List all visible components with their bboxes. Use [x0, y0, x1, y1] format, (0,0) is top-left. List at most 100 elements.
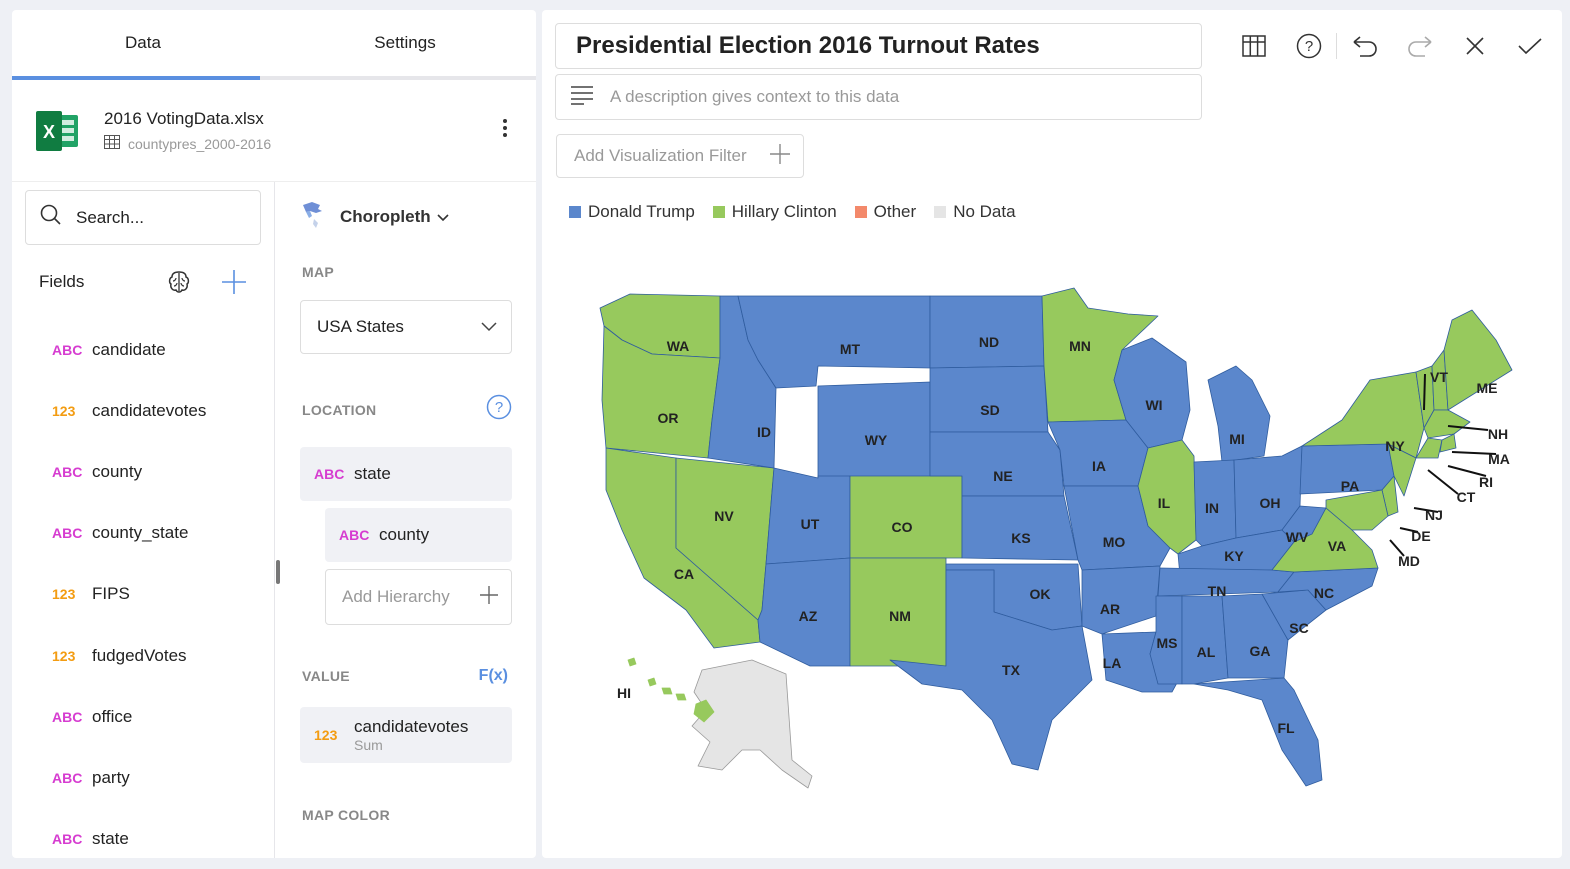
field-type-badge: ABC [52, 525, 83, 542]
state-mt [737, 295, 931, 389]
state-wv [1281, 505, 1327, 543]
legend-item-trump[interactable]: Donald Trump [569, 202, 695, 222]
label-nc: NC [1314, 585, 1334, 601]
description-input[interactable]: A description gives context to this data [555, 74, 1202, 120]
label-pa: PA [1341, 478, 1359, 494]
close-icon [1465, 37, 1484, 55]
viz-type-selector[interactable]: Choropleth [276, 182, 536, 252]
tab-data-label: Data [125, 33, 161, 52]
close-button[interactable] [1447, 28, 1502, 64]
legend-item-no-data[interactable]: No Data [934, 202, 1016, 222]
state-ia [1047, 419, 1149, 487]
field-item-fips[interactable]: 123 FIPS [12, 564, 274, 625]
label-nm: NM [889, 608, 911, 624]
label-oh: OH [1260, 495, 1281, 511]
legend-swatch [854, 206, 867, 218]
label-ga: GA [1250, 643, 1271, 659]
label-ny: NY [1385, 438, 1405, 454]
label-co: CO [892, 519, 913, 535]
leader-ri [1447, 465, 1487, 477]
description-icon [570, 85, 594, 110]
legend-item-clinton[interactable]: Hillary Clinton [712, 202, 837, 222]
field-item-candidate[interactable]: ABC candidate [12, 319, 274, 380]
label-de: DE [1411, 528, 1430, 544]
state-nj [1387, 443, 1417, 497]
help-icon[interactable]: ? [486, 394, 512, 425]
field-item-county[interactable]: ABC county [12, 441, 274, 502]
confirm-button[interactable] [1502, 28, 1557, 64]
value-field-pill[interactable]: 123 candidatevotes Sum [300, 707, 512, 763]
state-me [1443, 309, 1513, 411]
label-ut: UT [801, 516, 820, 532]
field-label: county [92, 461, 143, 481]
undo-icon [1352, 36, 1377, 57]
label-tn: TN [1208, 583, 1227, 599]
label-nv: NV [714, 508, 734, 524]
choropleth-map[interactable]: WA MT ND MN OR ID SD WY WI MI NE IA NV U… [582, 280, 1532, 800]
label-la: LA [1103, 655, 1122, 671]
field-item-county-state[interactable]: ABC county_state [12, 503, 274, 564]
field-type-badge: ABC [52, 831, 83, 848]
field-item-office[interactable]: ABC office [12, 686, 274, 747]
panel-tabs: Data Settings [12, 10, 536, 80]
label-md: MD [1398, 553, 1420, 569]
field-type-badge: ABC [52, 463, 83, 480]
undo-button[interactable] [1337, 28, 1392, 64]
column-splitter-handle[interactable] [276, 560, 280, 584]
svg-text:?: ? [1304, 38, 1312, 55]
leader-vt [1423, 373, 1426, 411]
legend-swatch [712, 206, 725, 218]
data-editor-panel: Data Settings X 2016 VotingData.xlsx cou… [12, 10, 536, 858]
field-item-state[interactable]: ABC state [12, 809, 274, 859]
datasource-row[interactable]: X 2016 VotingData.xlsx countypres_2000-2… [12, 80, 536, 182]
label-ar: AR [1100, 601, 1120, 617]
label-sc: SC [1289, 620, 1308, 636]
tab-settings[interactable]: Settings [274, 10, 536, 76]
location-field-pill[interactable]: ABC state [300, 447, 512, 501]
state-md [1325, 489, 1389, 531]
label-ks: KS [1011, 530, 1030, 546]
field-item-candidatevotes[interactable]: 123 candidatevotes [12, 380, 274, 441]
add-field-icon[interactable] [221, 269, 247, 300]
legend-label: No Data [953, 202, 1016, 221]
field-type-badge: ABC [314, 466, 345, 482]
state-co [849, 475, 963, 559]
redo-button[interactable] [1392, 28, 1447, 64]
visualization-config-column: Choropleth MAP USA States LOCATION ? ABC… [276, 182, 536, 858]
map-color-section-label: MAP COLOR [302, 807, 390, 823]
plus-icon [479, 585, 499, 610]
add-hierarchy-button[interactable]: Add Hierarchy [325, 569, 512, 625]
table-view-button[interactable] [1226, 28, 1281, 64]
map-select-value: USA States [317, 317, 404, 336]
label-ky: KY [1224, 548, 1244, 564]
state-hi-2 [661, 687, 673, 695]
label-ms: MS [1157, 635, 1178, 651]
state-sd [929, 365, 1049, 433]
field-item-fudgedvotes[interactable]: 123 fudgedVotes [12, 625, 274, 686]
more-options-icon[interactable] [502, 118, 508, 141]
value-field-label: candidatevotes [354, 717, 469, 736]
label-il: IL [1158, 495, 1171, 511]
state-ri [1439, 433, 1457, 453]
add-visualization-filter-button[interactable]: Add Visualization Filter [556, 134, 804, 178]
location-child-pill[interactable]: ABC county [325, 508, 512, 562]
help-button[interactable]: ? [1281, 28, 1336, 64]
formula-button[interactable]: F(x) [478, 667, 508, 684]
search-input[interactable]: Search... [25, 190, 261, 245]
brain-icon[interactable] [166, 269, 192, 300]
state-fl [1193, 677, 1323, 787]
state-hi-3 [675, 693, 687, 701]
leader-ct [1427, 469, 1459, 495]
field-label: office [92, 706, 133, 726]
legend-swatch [569, 206, 581, 218]
visualization-title-input[interactable]: Presidential Election 2016 Turnout Rates [555, 23, 1202, 69]
field-item-party[interactable]: ABC party [12, 747, 274, 808]
check-icon [1517, 38, 1542, 55]
field-list: ABC candidate 123 candidatevotes ABC county… [12, 319, 274, 858]
tab-data[interactable]: Data [12, 10, 274, 76]
field-type-badge: ABC [52, 708, 83, 725]
label-ri: RI [1479, 474, 1493, 490]
legend-item-other[interactable]: Other [854, 202, 916, 222]
map-select[interactable]: USA States [300, 300, 512, 354]
label-or: OR [658, 410, 679, 426]
